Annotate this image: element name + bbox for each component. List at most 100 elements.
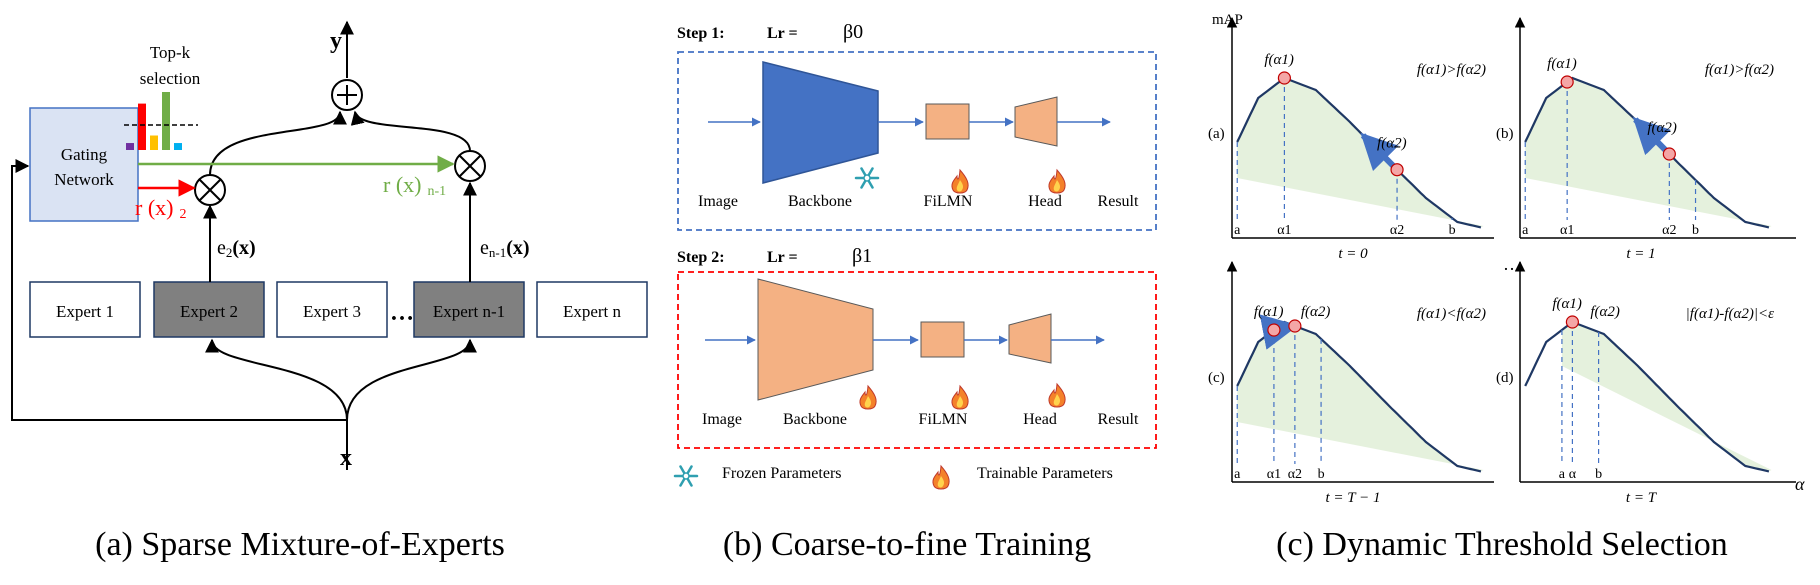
subplot-1: a α1 α2 b f(α1) f(α2) f(α1)>f(α2) (a) t = 0: [1208, 16, 1494, 262]
subplot-point1-label: f(α1): [1552, 296, 1582, 312]
subplot-step-arrow: [1632, 116, 1672, 157]
multiply-node-n1-cross2: [459, 155, 481, 177]
rn1-label: r (x) n-1: [383, 172, 446, 199]
subplot-tick-label: α1: [1277, 223, 1291, 238]
caption-c: (c) Dynamic Threshold Selection: [1276, 526, 1728, 563]
subplot-tick-label: α2: [1390, 223, 1404, 238]
subplot-condition: f(α1)<f(α2): [1417, 306, 1486, 322]
multiply-node-2-cross2: [199, 179, 221, 201]
subplot-marker-1: [1277, 71, 1292, 85]
subplot-tick-label: α2: [1662, 223, 1676, 238]
step1-filmn-label: FiLMN: [924, 193, 973, 210]
step1-image-label: Image: [698, 193, 738, 210]
expert-n1-label: Expert n-1: [433, 302, 505, 321]
topk-bar-1: [126, 143, 134, 150]
ylabel-map: mAP: [1212, 12, 1243, 28]
topk-bar-2: [138, 103, 146, 150]
gating-network-box: [29, 107, 139, 222]
subplot-condition: f(α1)>f(α2): [1705, 62, 1774, 78]
mult-n1-to-sum-arrow: [350, 110, 471, 152]
subplot-marker-2: [1288, 319, 1302, 333]
expert-1-label: Expert 1: [56, 302, 114, 321]
step1-filmn-fire-icon: [951, 168, 969, 194]
subplot-id: (b): [1496, 126, 1514, 142]
subplot-tick-label: α1: [1267, 467, 1281, 482]
step2-label: Step 2:: [677, 249, 725, 266]
xlabel-alpha: α: [1795, 474, 1805, 494]
subplot-tick-label: α: [1569, 467, 1577, 482]
step2-head: [1008, 313, 1052, 364]
experts-ellipsis: …: [390, 300, 414, 326]
step1-head-label: Head: [1028, 193, 1062, 210]
expert-1-box: [29, 281, 141, 338]
legend-fire-icon: [932, 464, 950, 490]
legend-frozen-label: Frozen Parameters: [722, 465, 842, 482]
input-to-expert-n1-arrow: [346, 338, 477, 421]
input-label: x: [340, 445, 352, 471]
subplot-tick-label: b: [1318, 467, 1325, 482]
subplots-ellipsis: …: [1503, 254, 1521, 274]
step1-result-label: Result: [1098, 193, 1139, 210]
subplot-tick-label: a: [1234, 223, 1241, 238]
subplot-tick-label: a: [1522, 223, 1529, 238]
subplot-step-arrow: [1360, 132, 1400, 172]
subplot-point2-label: f(α2): [1590, 304, 1620, 320]
step2-backbone-label: Backbone: [783, 411, 847, 428]
subplot-marker-1: [1267, 323, 1281, 337]
step1-beta: β0: [843, 21, 863, 43]
step2-beta: β1: [852, 245, 872, 267]
subplot-4: a α b f(α1) f(α2) |f(α1)-f(α2)|<ε (d) t = T: [1496, 260, 1796, 506]
step1-backbone-label: Backbone: [788, 193, 852, 210]
step2-box: [677, 271, 1157, 449]
subplot-tick-label: b: [1595, 467, 1602, 482]
legend-snowflake-icon: [673, 465, 699, 487]
gating-network-line2: Network: [54, 170, 114, 189]
topk-bar-3: [150, 135, 158, 150]
subplot-tick-label: a: [1234, 467, 1241, 482]
e2-label: e2(x): [217, 237, 256, 260]
topk-label-line1: Top-k: [150, 43, 191, 62]
subplot-marker-1: [1565, 315, 1580, 329]
step1-head: [1014, 96, 1058, 147]
subplot-point1-label: f(α1): [1264, 52, 1294, 68]
subplot-tick-label: b: [1449, 223, 1456, 238]
panel-a-sparse-moe: y Gating Network Top-k selection x Exper…: [11, 20, 648, 563]
r2-label: r (x) 2: [135, 195, 186, 222]
panel-b-coarse-to-fine: Step 1: Lr = β0 Image Backbone FiLMN Hea…: [673, 21, 1157, 563]
step2-head-label: Head: [1023, 411, 1057, 428]
step2-result-label: Result: [1098, 411, 1139, 428]
caption-b: (b) Coarse-to-fine Training: [723, 526, 1091, 563]
topk-bar-4: [162, 92, 170, 150]
subplot-marker-1: [1560, 75, 1574, 89]
step2-filmn: [920, 321, 965, 358]
step2-backbone-fire-icon: [859, 384, 877, 410]
expert-2-box: [153, 281, 265, 338]
expert-n-box: [536, 281, 648, 338]
subplot-3: a α1 α2 b f(α1) f(α2) f(α1)<f(α2) (c) t = T − 1: [1208, 260, 1494, 506]
subplot-2: a α1 α2 b f(α1) f(α2) f(α1)>f(α2) (b) t = 1: [1496, 16, 1796, 262]
mult2-to-sum-arrow: [209, 110, 347, 176]
subplot-time: t = 1: [1626, 246, 1655, 262]
subplot-id: (a): [1208, 126, 1225, 142]
expert-n-label: Expert n: [563, 302, 622, 321]
step1-label: Step 1:: [677, 25, 725, 42]
step1-lr: Lr =: [767, 25, 798, 42]
subplot-point2-label: f(α2): [1647, 120, 1677, 136]
expert-3-label: Expert 3: [303, 302, 361, 321]
subplot-id: (c): [1208, 370, 1225, 386]
subplot-point1-label: f(α1): [1254, 304, 1284, 320]
gating-network-line1: Gating: [61, 145, 108, 164]
subplots: a α1 α2 b f(α1) f(α2) f(α1)>f(α2) (a) t = 0 a α1 α2…: [1208, 16, 1796, 506]
subplot-point2-label: f(α2): [1377, 136, 1407, 152]
topk-bars: [126, 92, 182, 150]
subplot-condition: f(α1)>f(α2): [1417, 62, 1486, 78]
subplot-tick-label: b: [1692, 223, 1699, 238]
step1-backbone-snowflake-icon: [854, 167, 880, 189]
subplot-curve: [1524, 320, 1770, 473]
step1-head-fire-icon: [1048, 168, 1066, 194]
topk-bar-5: [174, 143, 182, 150]
step2-lr: Lr =: [767, 249, 798, 266]
step1-filmn: [925, 103, 970, 140]
subplot-tick-label: α1: [1560, 223, 1574, 238]
